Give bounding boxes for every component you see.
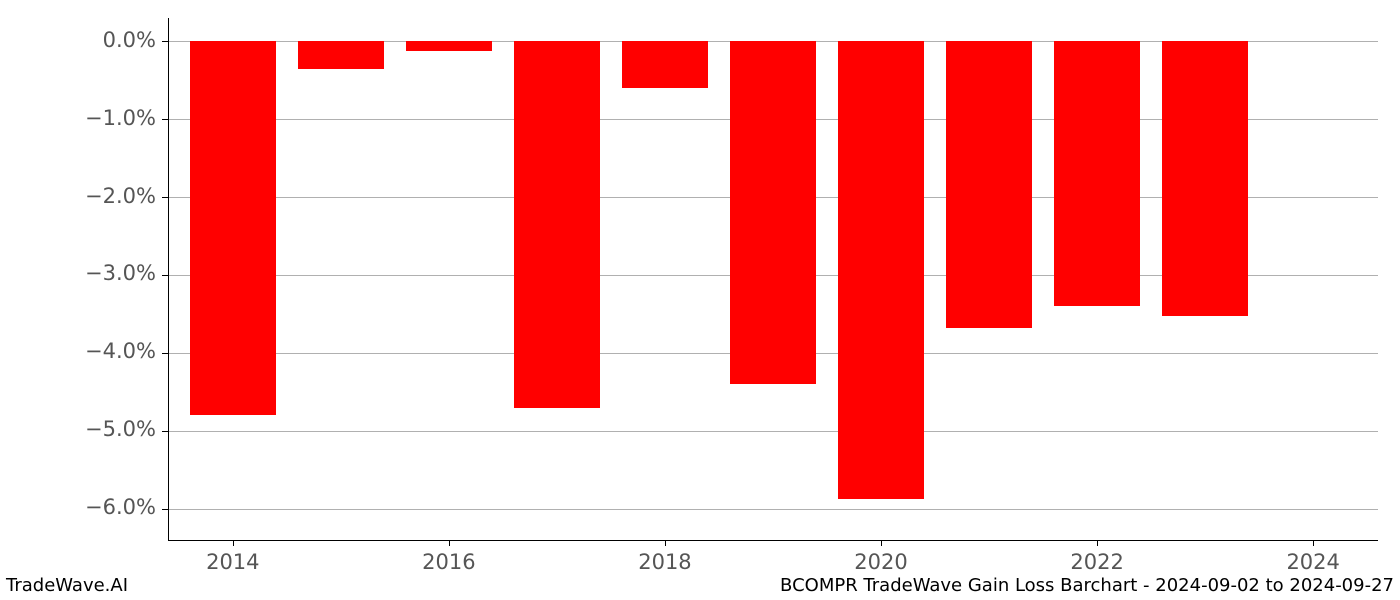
bar: [298, 41, 384, 68]
x-tick-mark: [449, 540, 450, 546]
x-tick-label: 2014: [193, 550, 273, 574]
y-tick-label: −5.0%: [85, 417, 156, 441]
y-axis-spine: [168, 18, 169, 540]
y-tick-label: 0.0%: [103, 28, 156, 52]
bar: [622, 41, 708, 88]
y-tick-mark: [162, 275, 168, 276]
y-tick-label: −3.0%: [85, 261, 156, 285]
bar: [730, 41, 816, 384]
grid-line: [168, 509, 1378, 510]
y-tick-mark: [162, 431, 168, 432]
x-tick-mark: [233, 540, 234, 546]
x-tick-label: 2018: [625, 550, 705, 574]
footer-left-text: TradeWave.AI: [6, 575, 128, 596]
y-tick-label: −1.0%: [85, 106, 156, 130]
bar: [406, 41, 492, 51]
y-tick-mark: [162, 41, 168, 42]
chart-container: 0.0% −1.0% −2.0% −3.0% −4.0% −5.0% −6.0% 2014 2…: [0, 0, 1400, 600]
footer-right-text: BCOMPR TradeWave Gain Loss Barchart - 20…: [780, 575, 1394, 596]
y-tick-mark: [162, 509, 168, 510]
x-axis-spine: [168, 540, 1378, 541]
bar: [1054, 41, 1140, 306]
x-tick-label: 2016: [409, 550, 489, 574]
x-tick-mark: [1313, 540, 1314, 546]
y-tick-label: −4.0%: [85, 339, 156, 363]
y-tick-mark: [162, 119, 168, 120]
bar: [838, 41, 924, 498]
y-tick-mark: [162, 353, 168, 354]
bar: [946, 41, 1032, 328]
bar: [1162, 41, 1248, 315]
y-tick-mark: [162, 197, 168, 198]
x-tick-label: 2020: [841, 550, 921, 574]
bar: [190, 41, 276, 415]
y-tick-label: −6.0%: [85, 495, 156, 519]
x-tick-label: 2022: [1057, 550, 1137, 574]
x-tick-mark: [1097, 540, 1098, 546]
y-tick-label: −2.0%: [85, 184, 156, 208]
plot-area: [168, 18, 1378, 540]
x-tick-mark: [665, 540, 666, 546]
bar: [514, 41, 600, 407]
grid-line: [168, 431, 1378, 432]
x-tick-label: 2024: [1273, 550, 1353, 574]
x-tick-mark: [881, 540, 882, 546]
